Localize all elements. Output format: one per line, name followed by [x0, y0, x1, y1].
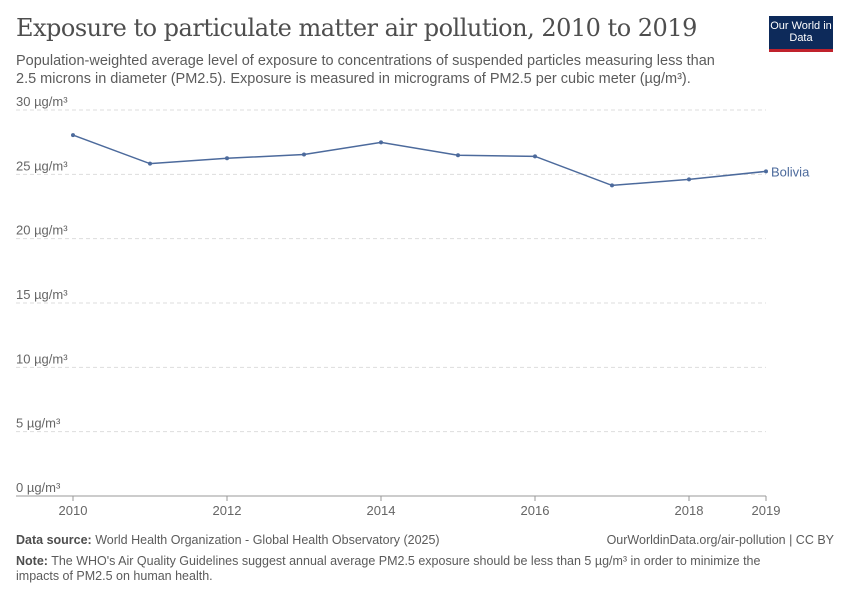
x-tick-label: 2019 [752, 503, 781, 518]
data-point [379, 140, 383, 145]
note: Note: The WHO's Air Quality Guidelines s… [16, 554, 806, 584]
chart-title: Exposure to particulate matter air pollu… [16, 14, 697, 42]
series-line [72, 134, 767, 187]
data-point [533, 154, 537, 159]
data-point [687, 177, 691, 182]
note-text: The WHO's Air Quality Guidelines suggest… [16, 554, 761, 583]
data-point [225, 156, 229, 161]
y-tick-label: 5 µg/m³ [16, 416, 61, 431]
data-point [610, 183, 614, 188]
chart-subtitle: Population-weighted average level of exp… [16, 53, 715, 87]
data-point [456, 153, 460, 158]
data-point [148, 161, 152, 166]
x-tick-label: 2018 [675, 503, 704, 518]
y-tick-label: 10 µg/m³ [16, 351, 68, 366]
x-tick-label: 2012 [213, 503, 242, 518]
y-tick-label: 30 µg/m³ [16, 94, 68, 109]
y-tick-label: 25 µg/m³ [16, 158, 68, 173]
series-label: Bolivia [771, 164, 810, 179]
source-url[interactable]: OurWorldinData.org/air-pollution | CC BY [606, 533, 834, 547]
x-tick-label: 2014 [367, 503, 396, 518]
data-point [764, 169, 768, 174]
data-source: Data source: World Health Organization -… [16, 533, 440, 548]
x-tick-label: 2010 [59, 503, 88, 518]
data-point [71, 133, 75, 138]
y-tick-label: 20 µg/m³ [16, 223, 68, 238]
note-label: Note: [16, 554, 48, 568]
source-label: Data source: [16, 533, 92, 547]
owid-logo[interactable]: Our World in Data [769, 16, 833, 52]
x-tick-label: 2016 [521, 503, 550, 518]
data-point [302, 152, 306, 157]
y-tick-label: 15 µg/m³ [16, 287, 68, 302]
source-text[interactable]: World Health Organization - Global Healt… [95, 533, 440, 547]
y-tick-label: 0 µg/m³ [16, 480, 61, 495]
